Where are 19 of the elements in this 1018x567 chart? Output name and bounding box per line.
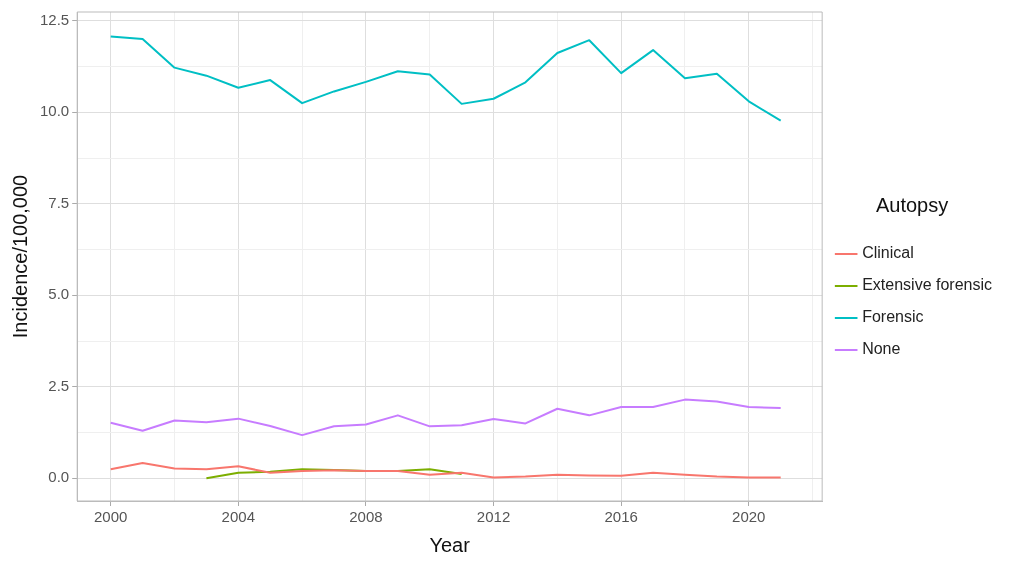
y-tick-label: 5.0 xyxy=(48,285,70,303)
y-tick-label: 10.0 xyxy=(39,102,70,120)
x-tick-label: 2020 xyxy=(732,508,766,526)
x-tick-label: 2004 xyxy=(221,508,255,526)
x-tick-label: 2000 xyxy=(94,508,128,526)
legend-title: Autopsy xyxy=(875,193,949,216)
y-tick-label: 2.5 xyxy=(48,376,70,394)
legend-label: None xyxy=(862,340,901,358)
x-tick-label: 2008 xyxy=(349,508,383,526)
legend-label: Extensive forensic xyxy=(862,276,993,294)
legend-label: Clinical xyxy=(862,244,914,262)
y-tick-label: 12.5 xyxy=(39,10,70,28)
x-tick-label: 2016 xyxy=(604,508,638,526)
x-axis-title: Year xyxy=(429,533,471,556)
legend-label: Forensic xyxy=(862,308,924,326)
y-axis-title: Incidence/100,000 xyxy=(8,174,31,339)
y-tick-label: 7.5 xyxy=(48,193,70,211)
text: 0.0 xyxy=(48,468,70,486)
x-tick-label: 2012 xyxy=(476,508,511,526)
